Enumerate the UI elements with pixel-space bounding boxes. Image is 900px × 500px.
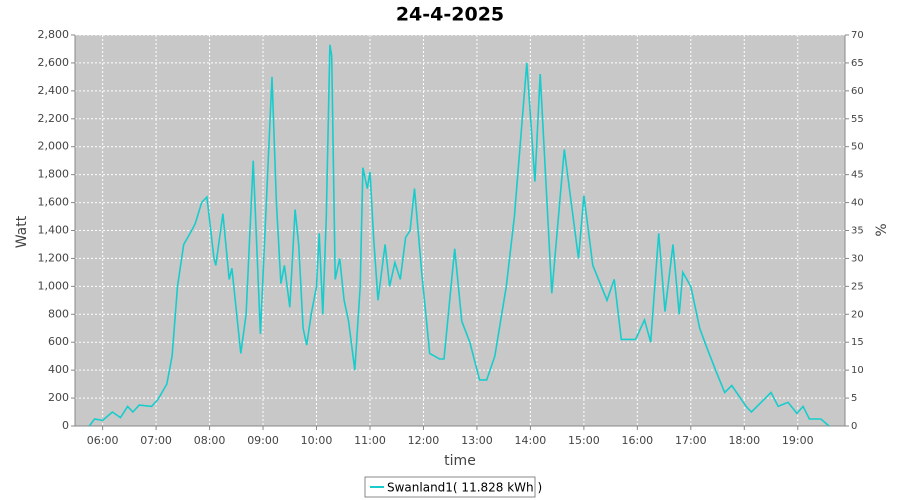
chart-title: 24-4-2025: [396, 4, 504, 26]
y-tick-label: 1,600: [38, 196, 70, 209]
y2-tick-label: 35: [851, 226, 864, 237]
x-tick-label: 08:00: [194, 434, 226, 447]
y2-tick-label: 10: [851, 365, 864, 376]
y-tick-label: 400: [48, 363, 69, 376]
y2-tick-label: 50: [851, 142, 864, 153]
y2-tick-label: 40: [851, 198, 864, 209]
x-tick-label: 13:00: [461, 434, 493, 447]
x-tick-label: 16:00: [621, 434, 653, 447]
y-tick-label: 2,600: [38, 56, 70, 69]
y-tick-label: 2,200: [38, 112, 70, 125]
y2-tick-label: 5: [851, 393, 857, 404]
y2-tick-label: 20: [851, 309, 864, 320]
y2-tick-label: 70: [851, 30, 864, 41]
x-tick-label: 15:00: [568, 434, 600, 447]
x-axis-label: time: [444, 453, 476, 469]
x-tick-label: 12:00: [408, 434, 440, 447]
x-tick-label: 10:00: [301, 434, 333, 447]
x-tick-label: 06:00: [87, 434, 119, 447]
y2-tick-label: 25: [851, 281, 864, 292]
y-tick-label: 1,200: [38, 251, 70, 264]
series-line: [88, 44, 830, 427]
y-tick-label: 2,800: [38, 28, 70, 41]
y-tick-label: 1,400: [38, 224, 70, 237]
y-tick-label: 1,800: [38, 168, 70, 181]
y2-axis-label: %: [874, 223, 890, 236]
x-tick-label: 18:00: [728, 434, 760, 447]
y-tick-label: 1,000: [38, 279, 70, 292]
y2-tick-label: 0: [851, 421, 857, 432]
y2-tick-label: 45: [851, 170, 864, 181]
y-tick-label: 2,000: [38, 140, 70, 153]
legend-box: [364, 476, 536, 498]
x-tick-label: 11:00: [354, 434, 386, 447]
y-tick-label: 2,400: [38, 84, 70, 97]
y2-tick-label: 65: [851, 58, 864, 69]
y-tick-label: 200: [48, 391, 69, 404]
y-tick-label: 0: [62, 419, 69, 432]
y2-tick-label: 30: [851, 253, 864, 264]
x-tick-label: 14:00: [515, 434, 547, 447]
y-tick-label: 800: [48, 307, 69, 320]
x-tick-label: 07:00: [140, 434, 172, 447]
x-tick-label: 17:00: [675, 434, 707, 447]
x-tick-label: 19:00: [782, 434, 814, 447]
y-axis-label: Watt: [14, 215, 30, 248]
y2-tick-label: 55: [851, 114, 864, 125]
x-tick-label: 09:00: [247, 434, 279, 447]
legend-text: Swanland1( 11.828 kWh ): [387, 481, 542, 495]
y2-tick-label: 15: [851, 337, 864, 348]
y2-tick-label: 60: [851, 86, 864, 97]
y-tick-label: 600: [48, 335, 69, 348]
